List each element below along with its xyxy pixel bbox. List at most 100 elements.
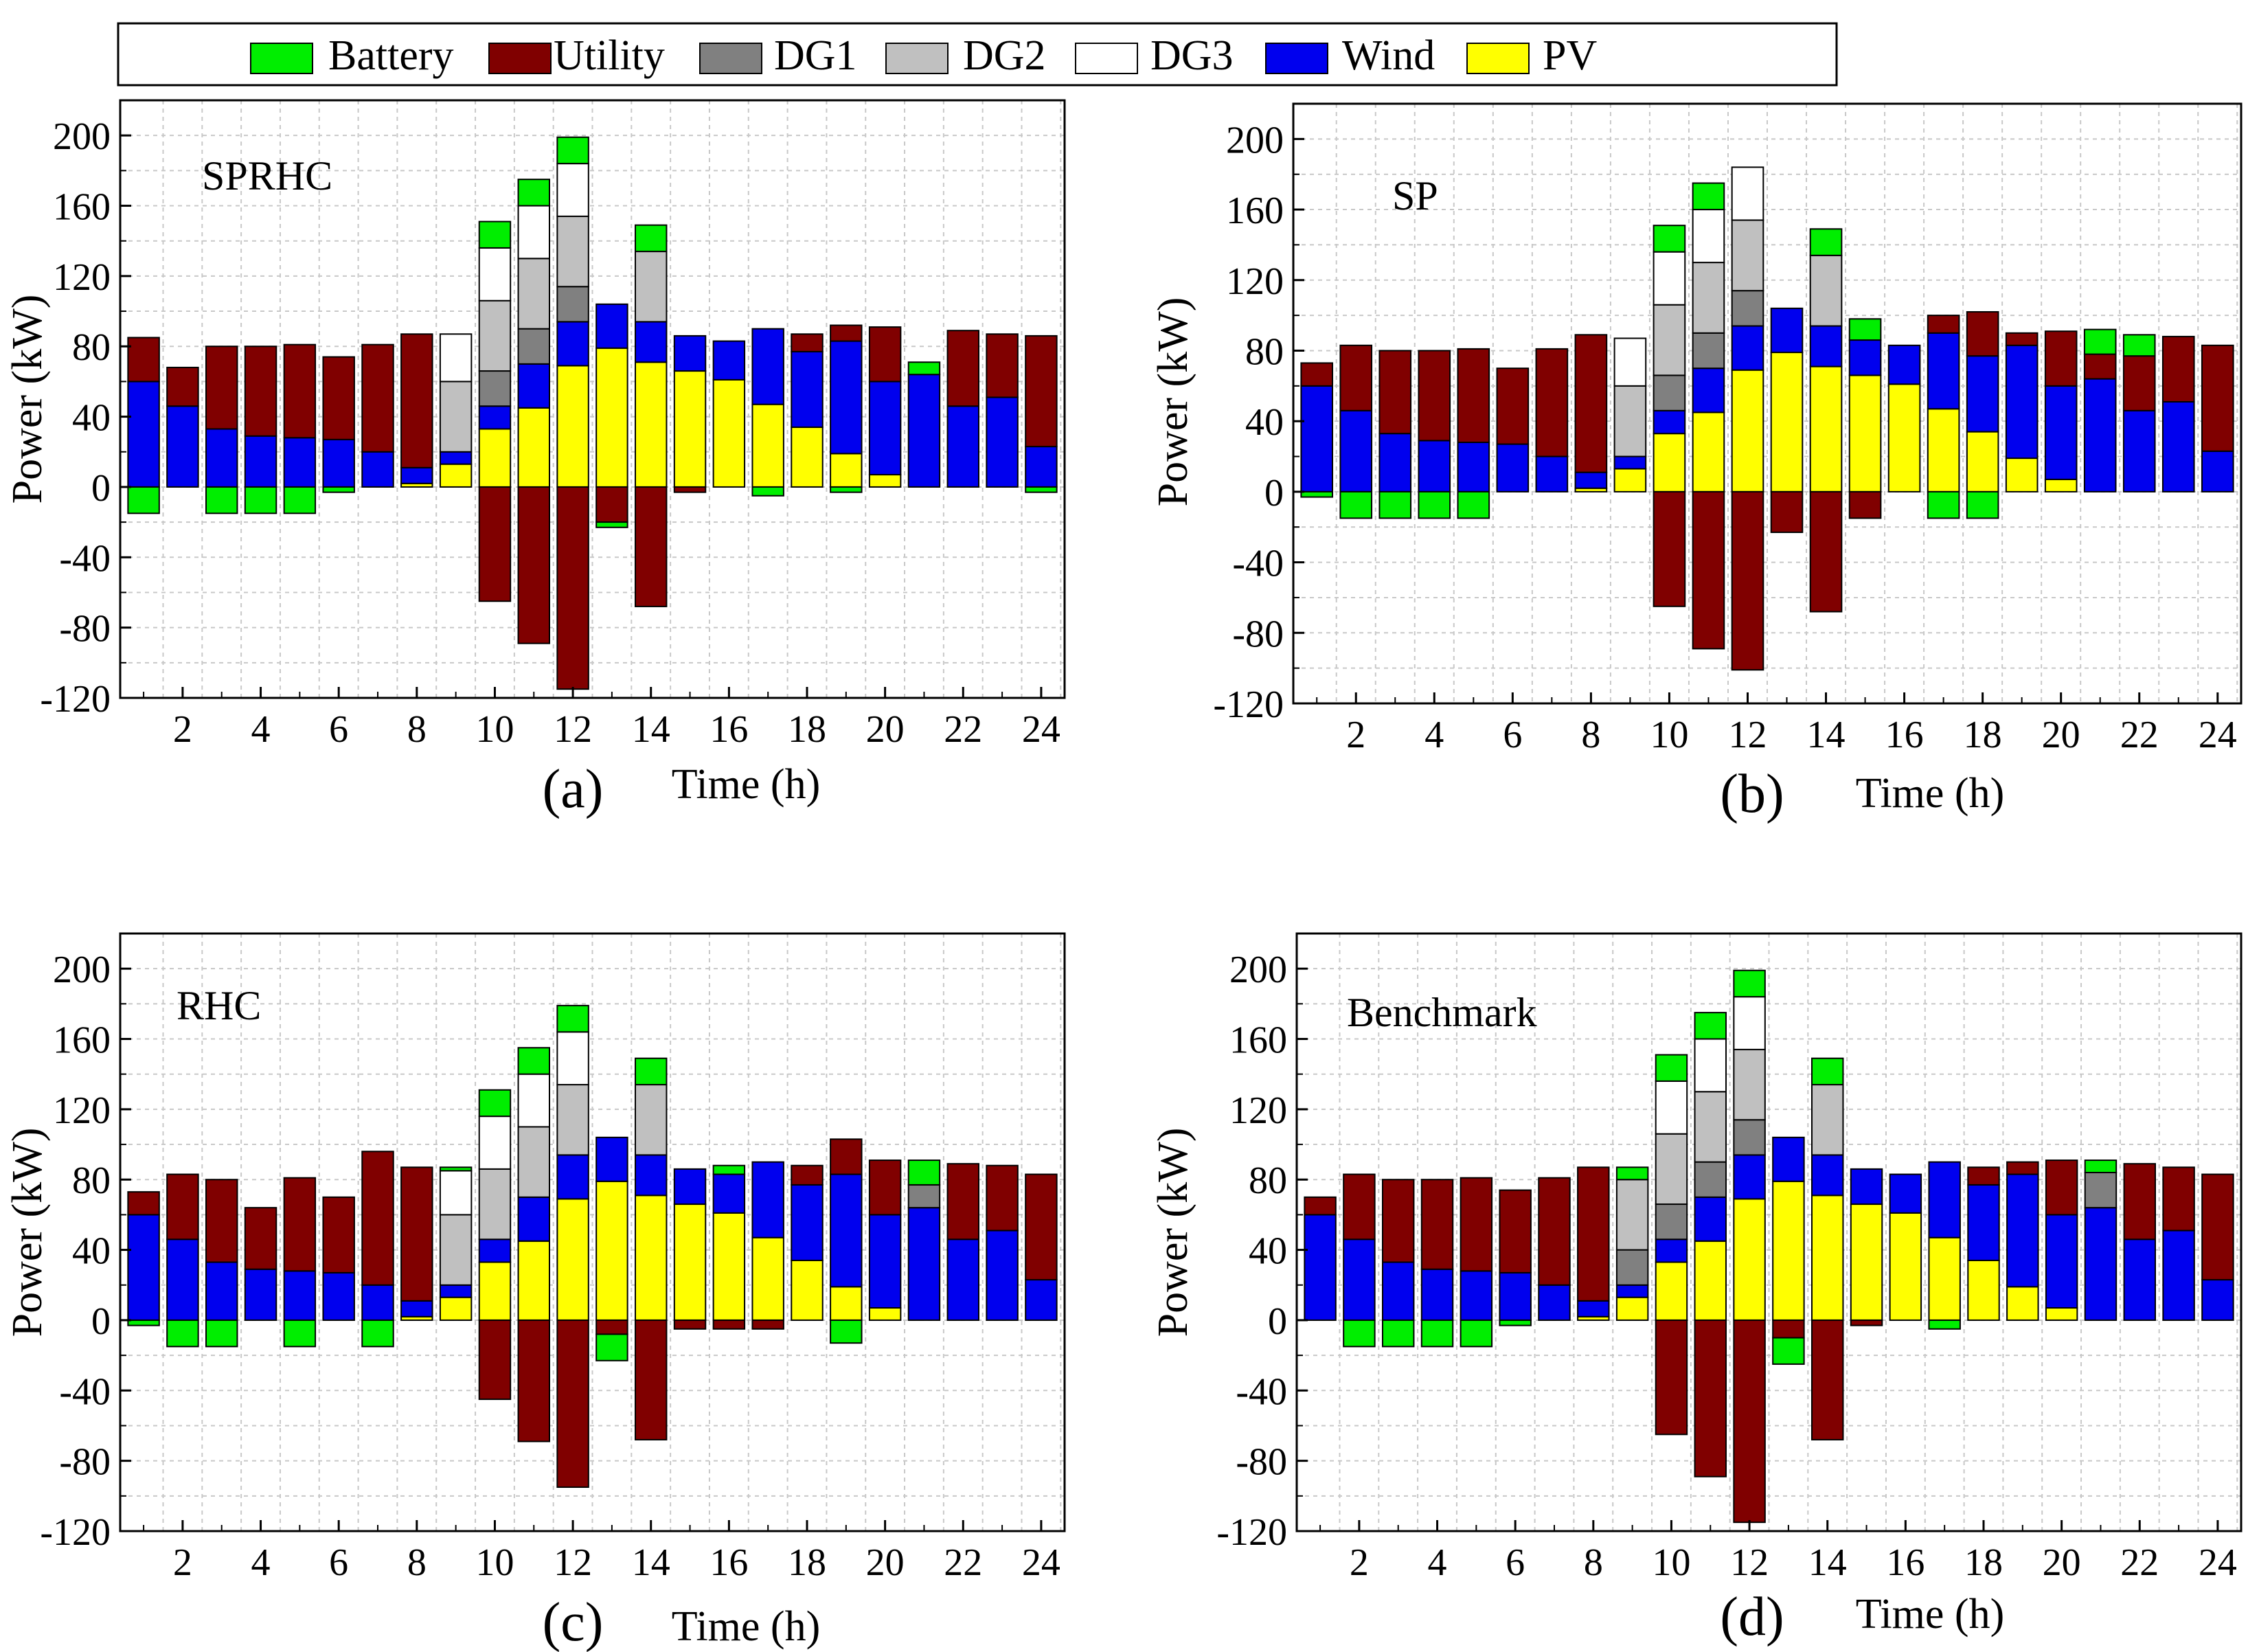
bar-wind-h24 [1025,1279,1058,1321]
y-tick-label: -80 [59,608,111,650]
y-tick-label: 200 [1226,119,1284,161]
bar-battery-h11 [517,179,551,207]
y-tick-label: 160 [1226,190,1284,232]
bar-wind-h1 [1300,385,1334,493]
legend-label-dg1: DG1 [774,32,857,79]
legend-label-wind: Wind [1342,32,1435,79]
x-tick-label: 8 [407,708,427,751]
bar-pv-h9 [439,463,473,488]
bar-utility-h19 [2006,1161,2039,1175]
bar-wind-h3 [1382,1261,1415,1321]
bar-battery-h18 [1966,490,1999,519]
y-tick-label: 0 [1264,472,1284,514]
bar-wind-h21 [907,1207,941,1321]
bar-pv-h16 [1889,1212,1922,1321]
plot-frame [1292,102,2243,705]
bar-wind-h6 [1499,1271,1532,1321]
bar-pv-h18 [791,1259,824,1321]
bar-utility-h6 [322,1196,355,1274]
bar-battery-h5 [1457,490,1490,519]
bar-pv-h11 [517,407,551,488]
bar-pv-h16 [1887,383,1921,493]
bar-battery-h21 [907,361,941,376]
x-tick-label: 20 [2042,714,2080,756]
bar-utility-h7 [361,343,394,453]
bar-wind-h12 [556,1154,589,1200]
bar-utility-h11 [517,1319,551,1442]
plot-frame [1295,932,2243,1532]
x-tick-label: 18 [1964,714,2002,756]
bar-wind-h2 [166,405,199,488]
bar-wind-h24 [2201,1279,2234,1321]
bar-wind-h8 [1574,471,1608,489]
bar-wind-h2 [1339,409,1373,493]
y-tick-label: -40 [59,1370,111,1413]
bar-wind-h17 [1928,1161,1961,1238]
bar-utility-h14 [635,486,668,607]
y-tick-label: 120 [1226,260,1284,303]
bar-wind-h12 [1733,1154,1766,1200]
bar-dg2-h11 [1694,1091,1727,1163]
bar-utility-h23 [2161,335,2195,403]
x-tick-label: 10 [1652,1541,1690,1584]
bar-dg1-h12 [1731,290,1764,327]
bar-wind-h13 [595,1136,628,1182]
x-tick-label: 8 [1584,1541,1603,1584]
bar-wind-h15 [673,1168,707,1206]
y-tick-label: 160 [1229,1019,1287,1062]
y-tick-label: 120 [53,256,111,299]
bar-battery-h1 [127,1319,160,1326]
bar-pv-h14 [635,361,668,488]
bar-dg2-h11 [517,1126,551,1198]
bar-dg1-h12 [556,286,589,323]
x-tick-label: 22 [2120,714,2159,756]
bar-pv-h13 [1770,352,1804,493]
legend-label-pv: PV [1543,32,1597,79]
x-tick-label: 2 [1350,1541,1369,1584]
y-tick-label: -120 [40,678,111,721]
x-tick-label: 20 [2043,1541,2081,1584]
bar-utility-h20 [868,1159,902,1216]
bar-wind-h19 [830,340,863,455]
x-tick-label: 6 [329,708,348,751]
bar-wind-h3 [205,1261,238,1321]
bar-utility-h10 [1653,490,1686,607]
x-axis-label: Time (h) [672,761,820,808]
y-tick-label: 80 [72,326,111,369]
bar-utility-h22 [946,330,979,407]
bar-dg3-h11 [517,1073,551,1128]
y-tick-label: -40 [1232,543,1284,585]
bar-utility-h8 [400,333,433,468]
bar-wind-h5 [1460,1270,1493,1321]
bar-wind-h14 [1809,325,1843,367]
x-tick-label: 4 [1428,1541,1447,1584]
bar-dg2-h10 [1653,304,1686,376]
bar-pv-h20 [2044,478,2078,493]
x-tick-label: 24 [2199,714,2237,756]
bar-wind-h18 [1967,1184,2000,1261]
x-tick-label: 24 [1022,708,1060,751]
plot-frame [119,932,1066,1532]
bar-utility-h18 [791,1164,824,1186]
bar-utility-h1 [1304,1196,1337,1216]
bar-wind-h14 [1811,1154,1844,1197]
bar-dg1-h9 [1615,1249,1649,1286]
y-tick-label: 200 [1229,949,1287,991]
bar-utility-h2 [1343,1173,1376,1241]
panel-label: (d) [1720,1587,1784,1647]
bar-dg3-h9 [1613,337,1647,387]
y-tick-label: 40 [1245,401,1284,444]
y-tick-label: 80 [72,1159,111,1202]
bar-utility-h3 [205,346,238,430]
legend: Battery Utility DG1 DG2 DG3 Wind PV [117,22,1838,87]
bar-wind-h11 [1692,367,1725,414]
y-tick-label: 200 [53,949,111,991]
bar-wind-h17 [1927,332,1960,410]
bar-battery-h12 [556,1004,589,1033]
x-tick-label: 10 [475,1541,514,1584]
y-tick-label: 80 [1245,330,1284,373]
x-tick-label: 14 [632,1541,670,1584]
x-tick-label: 6 [1506,1541,1525,1584]
bar-wind-h9 [439,1284,473,1298]
bar-battery-h22 [2122,334,2156,357]
